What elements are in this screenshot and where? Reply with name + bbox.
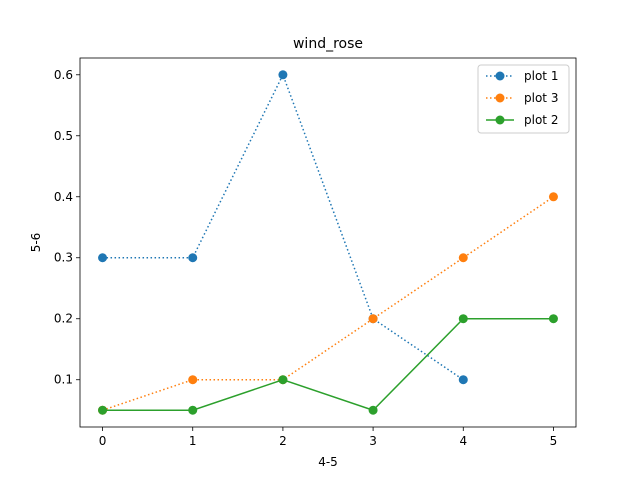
x-tick-label: 3 (369, 434, 377, 448)
data-point (278, 375, 288, 385)
legend-label: plot 1 (524, 69, 558, 83)
legend-marker (495, 115, 505, 125)
x-tick-label: 1 (189, 434, 197, 448)
y-tick-label: 0.3 (54, 251, 73, 265)
data-point (548, 314, 558, 324)
data-point (188, 253, 198, 263)
x-tick-label: 0 (99, 434, 107, 448)
data-point (278, 70, 288, 80)
y-tick-label: 0.2 (54, 312, 73, 326)
y-tick-label: 0.5 (54, 129, 73, 143)
x-tick-label: 4 (459, 434, 467, 448)
legend-label: plot 3 (524, 91, 558, 105)
data-point (458, 253, 468, 263)
x-tick-label: 2 (279, 434, 287, 448)
data-point (98, 405, 108, 415)
data-point (98, 253, 108, 263)
y-tick-label: 0.1 (54, 373, 73, 387)
series-line (102, 196, 554, 411)
series-plot-2 (98, 314, 558, 415)
y-tick-label: 0.4 (54, 190, 73, 204)
data-point (368, 314, 378, 324)
data-point (368, 405, 378, 415)
x-axis: 0 1 2 3 4 5 (99, 427, 558, 448)
data-point (458, 375, 468, 385)
legend-marker (495, 93, 505, 103)
x-tick-label: 5 (550, 434, 558, 448)
plot-frame (79, 57, 577, 428)
legend-marker (495, 71, 505, 81)
y-tick-label: 0.6 (54, 68, 73, 82)
series-layer (98, 70, 558, 415)
data-point (458, 314, 468, 324)
legend-label: plot 2 (524, 113, 558, 127)
chart-title: wind_rose (293, 36, 363, 52)
x-axis-label: 4-5 (318, 455, 338, 469)
data-point (188, 375, 198, 385)
data-point (548, 192, 558, 202)
y-axis: 0.1 0.2 0.3 0.4 0.5 0.6 (54, 68, 80, 387)
data-point (188, 405, 198, 415)
y-axis-label: 5-6 (29, 233, 43, 253)
series-line (102, 317, 554, 412)
legend: plot 1 plot 3 plot 2 (477, 64, 570, 134)
series-line (102, 72, 464, 381)
